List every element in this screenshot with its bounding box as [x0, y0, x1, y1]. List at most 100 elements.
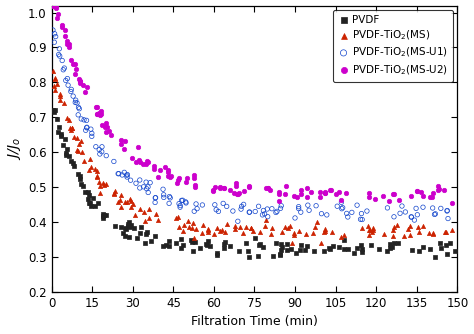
PVDF-TiO$_2$(MS-U1): [268, 206, 276, 211]
PVDF-TiO$_2$(MS-U2): [216, 185, 224, 190]
PVDF-TiO$_2$(MS): [67, 126, 74, 131]
PVDF-TiO$_2$(MS-U1): [339, 205, 346, 210]
PVDF-TiO$_2$(MS-U2): [93, 112, 101, 117]
Y-axis label: J/J$_o$: J/J$_o$: [6, 137, 23, 160]
PVDF-TiO$_2$(MS-U1): [238, 204, 246, 209]
PVDF-TiO$_2$(MS-U2): [103, 125, 110, 130]
PVDF-TiO$_2$(MS-U1): [179, 198, 186, 203]
PVDF-TiO$_2$(MS-U2): [75, 76, 83, 81]
PVDF: [162, 242, 170, 248]
PVDF-TiO$_2$(MS-U2): [232, 183, 240, 189]
PVDF-TiO$_2$(MS-U1): [398, 203, 406, 209]
PVDF-TiO$_2$(MS-U1): [95, 147, 103, 152]
PVDF-TiO$_2$(MS-U2): [336, 190, 343, 195]
PVDF-TiO$_2$(MS-U2): [321, 190, 328, 196]
PVDF-TiO$_2$(MS-U1): [358, 211, 365, 216]
PVDF-TiO$_2$(MS): [49, 68, 57, 74]
PVDF-TiO$_2$(MS-U1): [165, 201, 173, 206]
PVDF-TiO$_2$(MS-U1): [223, 204, 230, 209]
PVDF-TiO$_2$(MS): [137, 206, 144, 212]
PVDF-TiO$_2$(MS): [65, 118, 73, 123]
PVDF-TiO$_2$(MS-U1): [136, 185, 144, 191]
PVDF-TiO$_2$(MS-U2): [62, 33, 69, 38]
PVDF-TiO$_2$(MS): [56, 93, 64, 98]
PVDF-TiO$_2$(MS-U1): [277, 206, 284, 211]
PVDF-TiO$_2$(MS-U2): [121, 139, 128, 144]
PVDF-TiO$_2$(MS-U1): [312, 203, 320, 208]
PVDF-TiO$_2$(MS-U1): [69, 94, 77, 99]
PVDF-TiO$_2$(MS): [267, 231, 275, 236]
PVDF-TiO$_2$(MS-U2): [120, 146, 128, 151]
PVDF-TiO$_2$(MS-U1): [408, 214, 415, 220]
PVDF-TiO$_2$(MS-U1): [74, 112, 82, 118]
PVDF-TiO$_2$(MS): [200, 222, 207, 228]
PVDF-TiO$_2$(MS-U2): [142, 161, 150, 167]
PVDF: [94, 201, 101, 206]
PVDF-TiO$_2$(MS): [321, 228, 329, 233]
PVDF: [189, 248, 196, 254]
PVDF: [77, 182, 84, 187]
PVDF: [278, 244, 285, 249]
PVDF: [191, 239, 199, 245]
PVDF-TiO$_2$(MS-U1): [297, 209, 305, 215]
PVDF-TiO$_2$(MS-U1): [75, 105, 82, 110]
PVDF-TiO$_2$(MS-U1): [295, 204, 302, 209]
PVDF-TiO$_2$(MS-U2): [209, 187, 217, 193]
PVDF: [213, 252, 220, 258]
PVDF: [227, 243, 234, 248]
PVDF-TiO$_2$(MS-U1): [295, 206, 302, 211]
PVDF-TiO$_2$(MS-U2): [390, 192, 398, 197]
PVDF-TiO$_2$(MS-U2): [266, 187, 273, 193]
PVDF-TiO$_2$(MS): [441, 229, 449, 234]
PVDF-TiO$_2$(MS-U2): [448, 200, 456, 205]
PVDF-TiO$_2$(MS): [237, 224, 244, 229]
PVDF-TiO$_2$(MS): [290, 230, 298, 236]
PVDF-TiO$_2$(MS-U1): [127, 178, 134, 183]
PVDF: [74, 171, 82, 177]
PVDF-TiO$_2$(MS-U1): [87, 127, 95, 132]
PVDF-TiO$_2$(MS-U1): [305, 208, 313, 213]
PVDF-TiO$_2$(MS-U1): [264, 206, 271, 212]
PVDF: [431, 254, 438, 260]
PVDF-TiO$_2$(MS-U1): [178, 198, 185, 203]
PVDF-TiO$_2$(MS-U1): [124, 172, 131, 177]
PVDF: [358, 246, 366, 251]
PVDF: [386, 245, 394, 250]
PVDF: [121, 225, 128, 230]
PVDF-TiO$_2$(MS-U2): [101, 124, 109, 130]
PVDF: [65, 154, 73, 159]
PVDF-TiO$_2$(MS-U1): [146, 180, 154, 185]
PVDF: [395, 240, 402, 246]
PVDF-TiO$_2$(MS-U1): [401, 209, 409, 215]
PVDF-TiO$_2$(MS): [110, 191, 118, 196]
PVDF-TiO$_2$(MS-U1): [51, 31, 58, 36]
PVDF-TiO$_2$(MS): [243, 224, 250, 229]
PVDF-TiO$_2$(MS): [302, 231, 310, 236]
PVDF-TiO$_2$(MS-U2): [220, 186, 228, 191]
PVDF: [137, 224, 145, 229]
PVDF-TiO$_2$(MS-U1): [82, 128, 90, 133]
PVDF-TiO$_2$(MS): [190, 235, 198, 240]
PVDF-TiO$_2$(MS-U2): [173, 181, 181, 186]
PVDF-TiO$_2$(MS-U2): [321, 189, 329, 194]
PVDF-TiO$_2$(MS-U2): [380, 193, 387, 199]
PVDF-TiO$_2$(MS-U1): [115, 171, 123, 176]
PVDF: [320, 248, 328, 254]
PVDF: [127, 222, 134, 228]
PVDF-TiO$_2$(MS): [365, 232, 373, 237]
PVDF: [325, 245, 333, 251]
PVDF-TiO$_2$(MS-U1): [412, 206, 420, 211]
PVDF-TiO$_2$(MS-U2): [62, 27, 69, 32]
PVDF-TiO$_2$(MS): [256, 229, 264, 234]
PVDF-TiO$_2$(MS-U2): [365, 194, 373, 200]
PVDF-TiO$_2$(MS-U1): [75, 106, 83, 112]
PVDF-TiO$_2$(MS-U1): [212, 207, 220, 212]
PVDF-TiO$_2$(MS-U1): [64, 82, 72, 88]
PVDF-TiO$_2$(MS-U2): [307, 189, 315, 195]
PVDF: [446, 240, 454, 245]
PVDF: [125, 219, 132, 224]
PVDF-TiO$_2$(MS): [75, 141, 82, 146]
PVDF-TiO$_2$(MS): [247, 225, 255, 230]
PVDF-TiO$_2$(MS-U2): [303, 194, 311, 199]
PVDF-TiO$_2$(MS-U1): [55, 46, 63, 51]
